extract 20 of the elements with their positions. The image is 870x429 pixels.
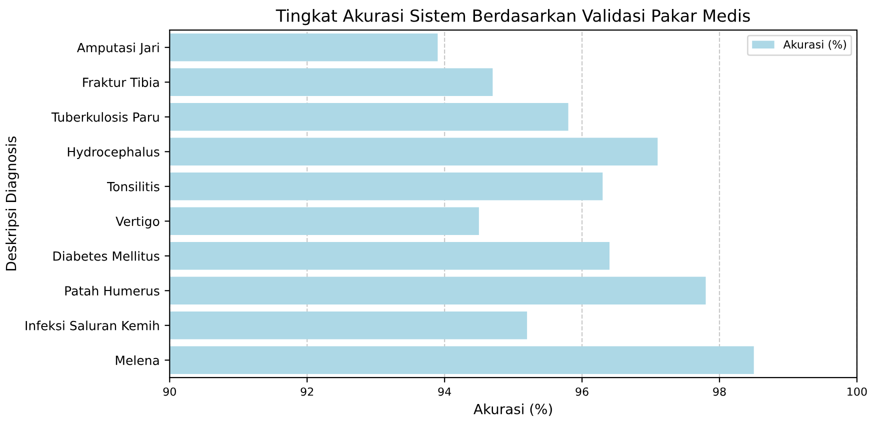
- y-tick-label: Hydrocephalus: [68, 146, 160, 159]
- y-tick-label: Melena: [116, 355, 159, 366]
- y-tick-label: Fraktur Tibia: [83, 77, 159, 88]
- legend-label: Akurasi (%): [783, 40, 846, 50]
- x-tick-label: 94: [438, 387, 452, 396]
- x-axis-title: Akurasi (%): [474, 404, 552, 416]
- y-tick-label: Amputasi Jari: [76, 42, 159, 55]
- y-tick-label: Vertigo: [116, 216, 160, 228]
- x-tick-label: 100: [848, 387, 867, 396]
- chart-title: Tingkat Akurasi Sistem Berdasarkan Validasi Pakar Medis: [276, 9, 750, 26]
- y-tick-label: Infeksi Saluran Kemih: [26, 320, 159, 330]
- x-tick-label: 96: [576, 387, 588, 396]
- x-tick-label: 92: [300, 387, 314, 396]
- y-tick-label: Tuberkulosis Paru: [51, 112, 159, 122]
- y-tick-label: Tonsilitis: [106, 182, 160, 192]
- x-tick-label: 90: [163, 387, 176, 396]
- y-axis-title: Deskripsi Diagnosis: [6, 136, 19, 270]
- y-tick-label: Diabetes Mellitus: [53, 251, 160, 261]
- y-tick-label: Patah Humerus: [65, 286, 160, 296]
- x-tick-label: 98: [713, 387, 726, 396]
